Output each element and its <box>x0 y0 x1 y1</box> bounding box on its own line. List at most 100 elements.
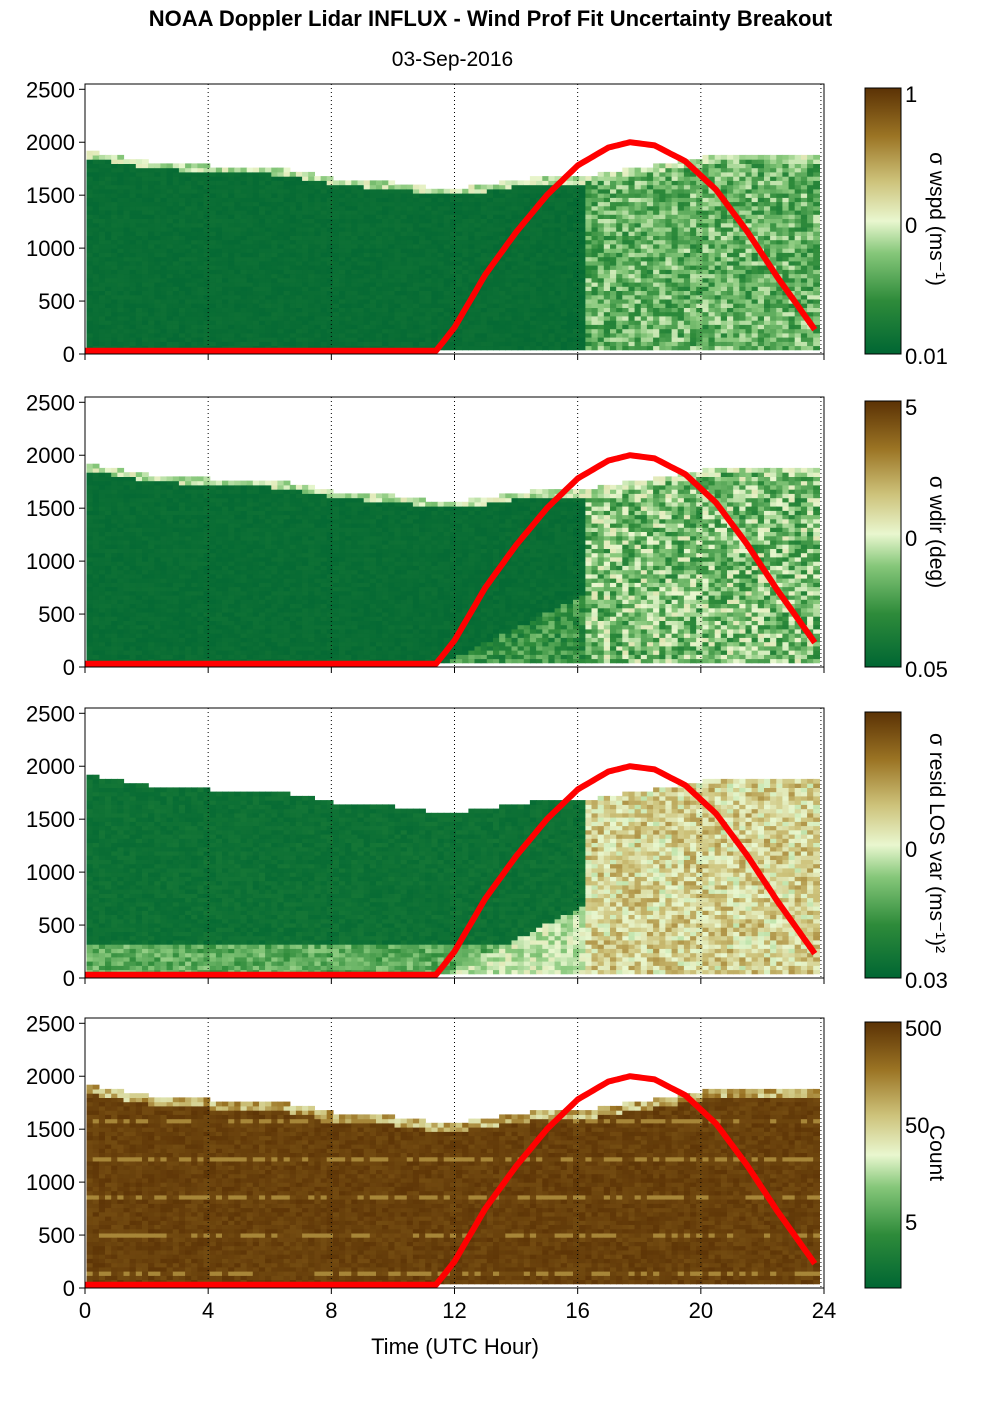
heatmap-cell <box>185 197 192 203</box>
heatmap-cell <box>597 324 605 330</box>
heatmap-cell <box>265 315 272 321</box>
heatmap-cell <box>529 277 537 283</box>
heatmap-cell <box>326 201 334 207</box>
heatmap-cell <box>308 298 315 304</box>
heatmap-cell <box>277 188 285 194</box>
heatmap-cell <box>628 286 636 291</box>
heatmap-cell <box>653 222 660 228</box>
heatmap-cell <box>363 286 371 291</box>
heatmap-cell <box>585 256 593 262</box>
heatmap-cell <box>727 154 734 160</box>
heatmap-cell <box>412 193 420 198</box>
heatmap-cell <box>369 311 377 317</box>
heatmap-cell <box>665 277 673 283</box>
heatmap-cell <box>449 197 457 203</box>
heatmap-cell <box>493 226 500 232</box>
heatmap-cell <box>511 222 519 228</box>
heatmap-cell <box>283 171 291 177</box>
heatmap-cell <box>800 332 808 338</box>
heatmap-cell <box>634 201 642 207</box>
heatmap-cell <box>462 332 469 338</box>
heatmap-cell <box>548 197 556 203</box>
heatmap-cell <box>92 184 100 190</box>
heatmap-cell <box>788 315 796 321</box>
heatmap-cell <box>240 256 248 262</box>
heatmap-cell <box>308 260 315 266</box>
heatmap-cell <box>148 188 155 194</box>
heatmap-cell <box>295 332 303 338</box>
heatmap-cell <box>529 231 537 236</box>
heatmap-cell <box>234 337 242 342</box>
heatmap-cell <box>591 315 599 321</box>
heatmap-cell <box>560 320 568 325</box>
heatmap-cell <box>308 273 315 279</box>
heatmap-cell <box>234 260 242 266</box>
heatmap-cell <box>770 197 777 203</box>
heatmap-cell <box>486 345 494 351</box>
heatmap-cell <box>523 205 531 211</box>
heatmap-cell <box>800 235 808 241</box>
heatmap-cell <box>351 332 359 338</box>
heatmap-cell <box>585 328 593 334</box>
heatmap-cell <box>776 345 784 351</box>
heatmap-cell <box>554 273 562 279</box>
heatmap-cell <box>166 188 174 194</box>
heatmap-cell <box>523 332 531 338</box>
heatmap-cell <box>351 226 359 232</box>
heatmap-cell <box>702 286 710 291</box>
heatmap-cell <box>191 294 198 300</box>
heatmap-cell <box>733 298 740 304</box>
heatmap-cell <box>714 176 722 181</box>
heatmap-cell <box>326 239 334 245</box>
heatmap-cell <box>720 282 728 287</box>
heatmap-cell <box>486 290 494 296</box>
heatmap-cell <box>493 243 500 249</box>
heatmap-cell <box>320 210 328 215</box>
heatmap-cell <box>554 265 562 270</box>
heatmap-cell <box>277 205 285 211</box>
heatmap-cell <box>369 328 377 334</box>
heatmap-cell <box>129 298 137 304</box>
heatmap-cell <box>690 171 697 177</box>
heatmap-cell <box>566 176 574 181</box>
heatmap-cell <box>610 193 617 198</box>
heatmap-cell <box>739 235 747 241</box>
heatmap-cell <box>640 252 648 258</box>
heatmap-cell <box>425 235 432 241</box>
heatmap-cell <box>529 176 537 181</box>
heatmap-cell <box>456 193 463 198</box>
heatmap-cell <box>443 286 451 291</box>
heatmap-cell <box>443 226 451 232</box>
heatmap-cell <box>751 176 759 181</box>
heatmap-cell <box>529 248 537 253</box>
heatmap-cell <box>757 176 765 181</box>
heatmap-cell <box>764 184 771 190</box>
heatmap-cell <box>511 214 519 219</box>
heatmap-cell <box>277 307 285 313</box>
heatmap-cell <box>98 303 106 308</box>
heatmap-cell <box>419 214 426 219</box>
heatmap-cell <box>302 226 309 232</box>
heatmap-cell <box>148 307 155 313</box>
heatmap-cell <box>610 332 617 338</box>
heatmap-cell <box>714 235 722 241</box>
heatmap-cell <box>209 235 217 241</box>
heatmap-cell <box>86 248 94 253</box>
heatmap-cell <box>548 226 556 232</box>
heatmap-cell <box>690 231 697 236</box>
heatmap-cell <box>794 231 802 236</box>
heatmap-cell <box>751 188 759 194</box>
heatmap-cell <box>259 286 266 291</box>
heatmap-cell <box>499 337 506 342</box>
heatmap-cell <box>419 290 426 296</box>
heatmap-cell <box>351 231 359 236</box>
heatmap-cell <box>320 311 328 317</box>
heatmap-cell <box>499 260 506 266</box>
heatmap-cell <box>185 248 192 253</box>
heatmap-cell <box>616 210 623 215</box>
heatmap-cell <box>739 184 747 190</box>
heatmap-cell <box>222 171 229 177</box>
heatmap-cell <box>727 307 734 313</box>
heatmap-cell <box>129 188 137 194</box>
heatmap-cell <box>517 324 525 330</box>
